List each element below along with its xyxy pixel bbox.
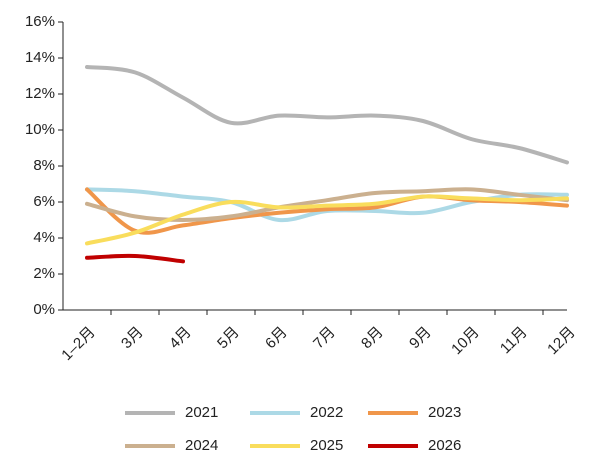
legend-label: 2023	[428, 404, 461, 421]
legend-label: 2025	[310, 437, 343, 454]
x-tick-label: 3月	[118, 324, 147, 353]
x-tick-label: 12月	[544, 324, 578, 358]
series-line	[85, 253, 185, 264]
x-tick-label: 4月	[166, 324, 195, 353]
x-tick-label: 8月	[358, 324, 387, 353]
series-line	[85, 65, 569, 165]
y-tick-label: 16%	[25, 13, 55, 30]
y-tick-label: 8%	[33, 157, 55, 174]
x-tick-label: 10月	[448, 324, 482, 358]
x-tick-label: 7月	[310, 324, 339, 353]
x-tick-label: 5月	[214, 324, 243, 353]
series-line	[85, 194, 569, 246]
legend-label: 2026	[428, 437, 461, 454]
y-tick-label: 6%	[33, 193, 55, 210]
x-tick-label: 6月	[262, 324, 291, 353]
y-tick-label: 4%	[33, 229, 55, 246]
y-tick-label: 0%	[33, 301, 55, 318]
y-tick-label: 2%	[33, 265, 55, 282]
legend-label: 2022	[310, 404, 343, 421]
y-tick-label: 10%	[25, 121, 55, 138]
x-tick-label: 9月	[406, 324, 435, 353]
x-tick-label: 1–2月	[58, 324, 98, 364]
y-tick-label: 12%	[25, 85, 55, 102]
legend-label: 2024	[185, 437, 218, 454]
y-tick-label: 14%	[25, 49, 55, 66]
x-tick-label: 11月	[497, 324, 531, 358]
legend-label: 2021	[185, 404, 218, 421]
